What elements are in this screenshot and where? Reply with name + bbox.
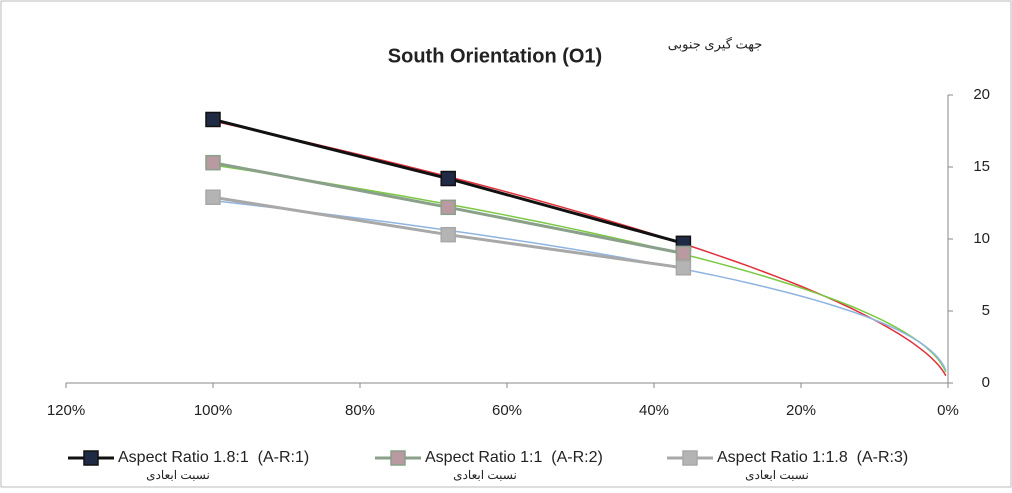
legend-sublabel: نسبت ابعادی xyxy=(453,468,517,482)
x-tick-label: 60% xyxy=(492,402,522,419)
annotation: جهت گیری جنوبی xyxy=(668,36,763,52)
y-tick-label: 10 xyxy=(973,230,990,247)
y-tick-label: 5 xyxy=(982,302,990,319)
legend-sublabel: نسبت ابعادی xyxy=(745,468,809,482)
legend-marker xyxy=(682,450,698,466)
legend-label: Aspect Ratio 1.8:1 (A-R:1) xyxy=(118,449,309,466)
chart-title: South Orientation (O1) xyxy=(388,45,602,67)
marker xyxy=(205,189,221,205)
legend-marker xyxy=(390,450,406,466)
legend-marker xyxy=(83,450,99,466)
y-tick-label: 0 xyxy=(982,374,990,391)
x-tick-label: 40% xyxy=(639,402,669,419)
x-tick-label: 0% xyxy=(937,402,959,419)
x-tick-label: 80% xyxy=(345,402,375,419)
marker xyxy=(675,260,692,276)
marker xyxy=(675,245,692,262)
marker xyxy=(205,154,221,171)
y-tick-label: 15 xyxy=(973,158,990,175)
legend-label: Aspect Ratio 1:1 (A-R:2) xyxy=(425,449,603,466)
marker xyxy=(440,226,456,243)
x-tick-label: 20% xyxy=(786,402,816,419)
y-tick-label: 20 xyxy=(973,86,990,103)
legend-sublabel: نسبت ابعادی xyxy=(146,468,210,482)
marker xyxy=(440,170,456,187)
x-tick-label: 120% xyxy=(47,402,85,419)
marker xyxy=(205,111,221,128)
marker xyxy=(440,199,456,216)
x-tick-label: 100% xyxy=(194,402,232,419)
legend-label: Aspect Ratio 1:1.8 (A-R:3) xyxy=(717,449,908,466)
